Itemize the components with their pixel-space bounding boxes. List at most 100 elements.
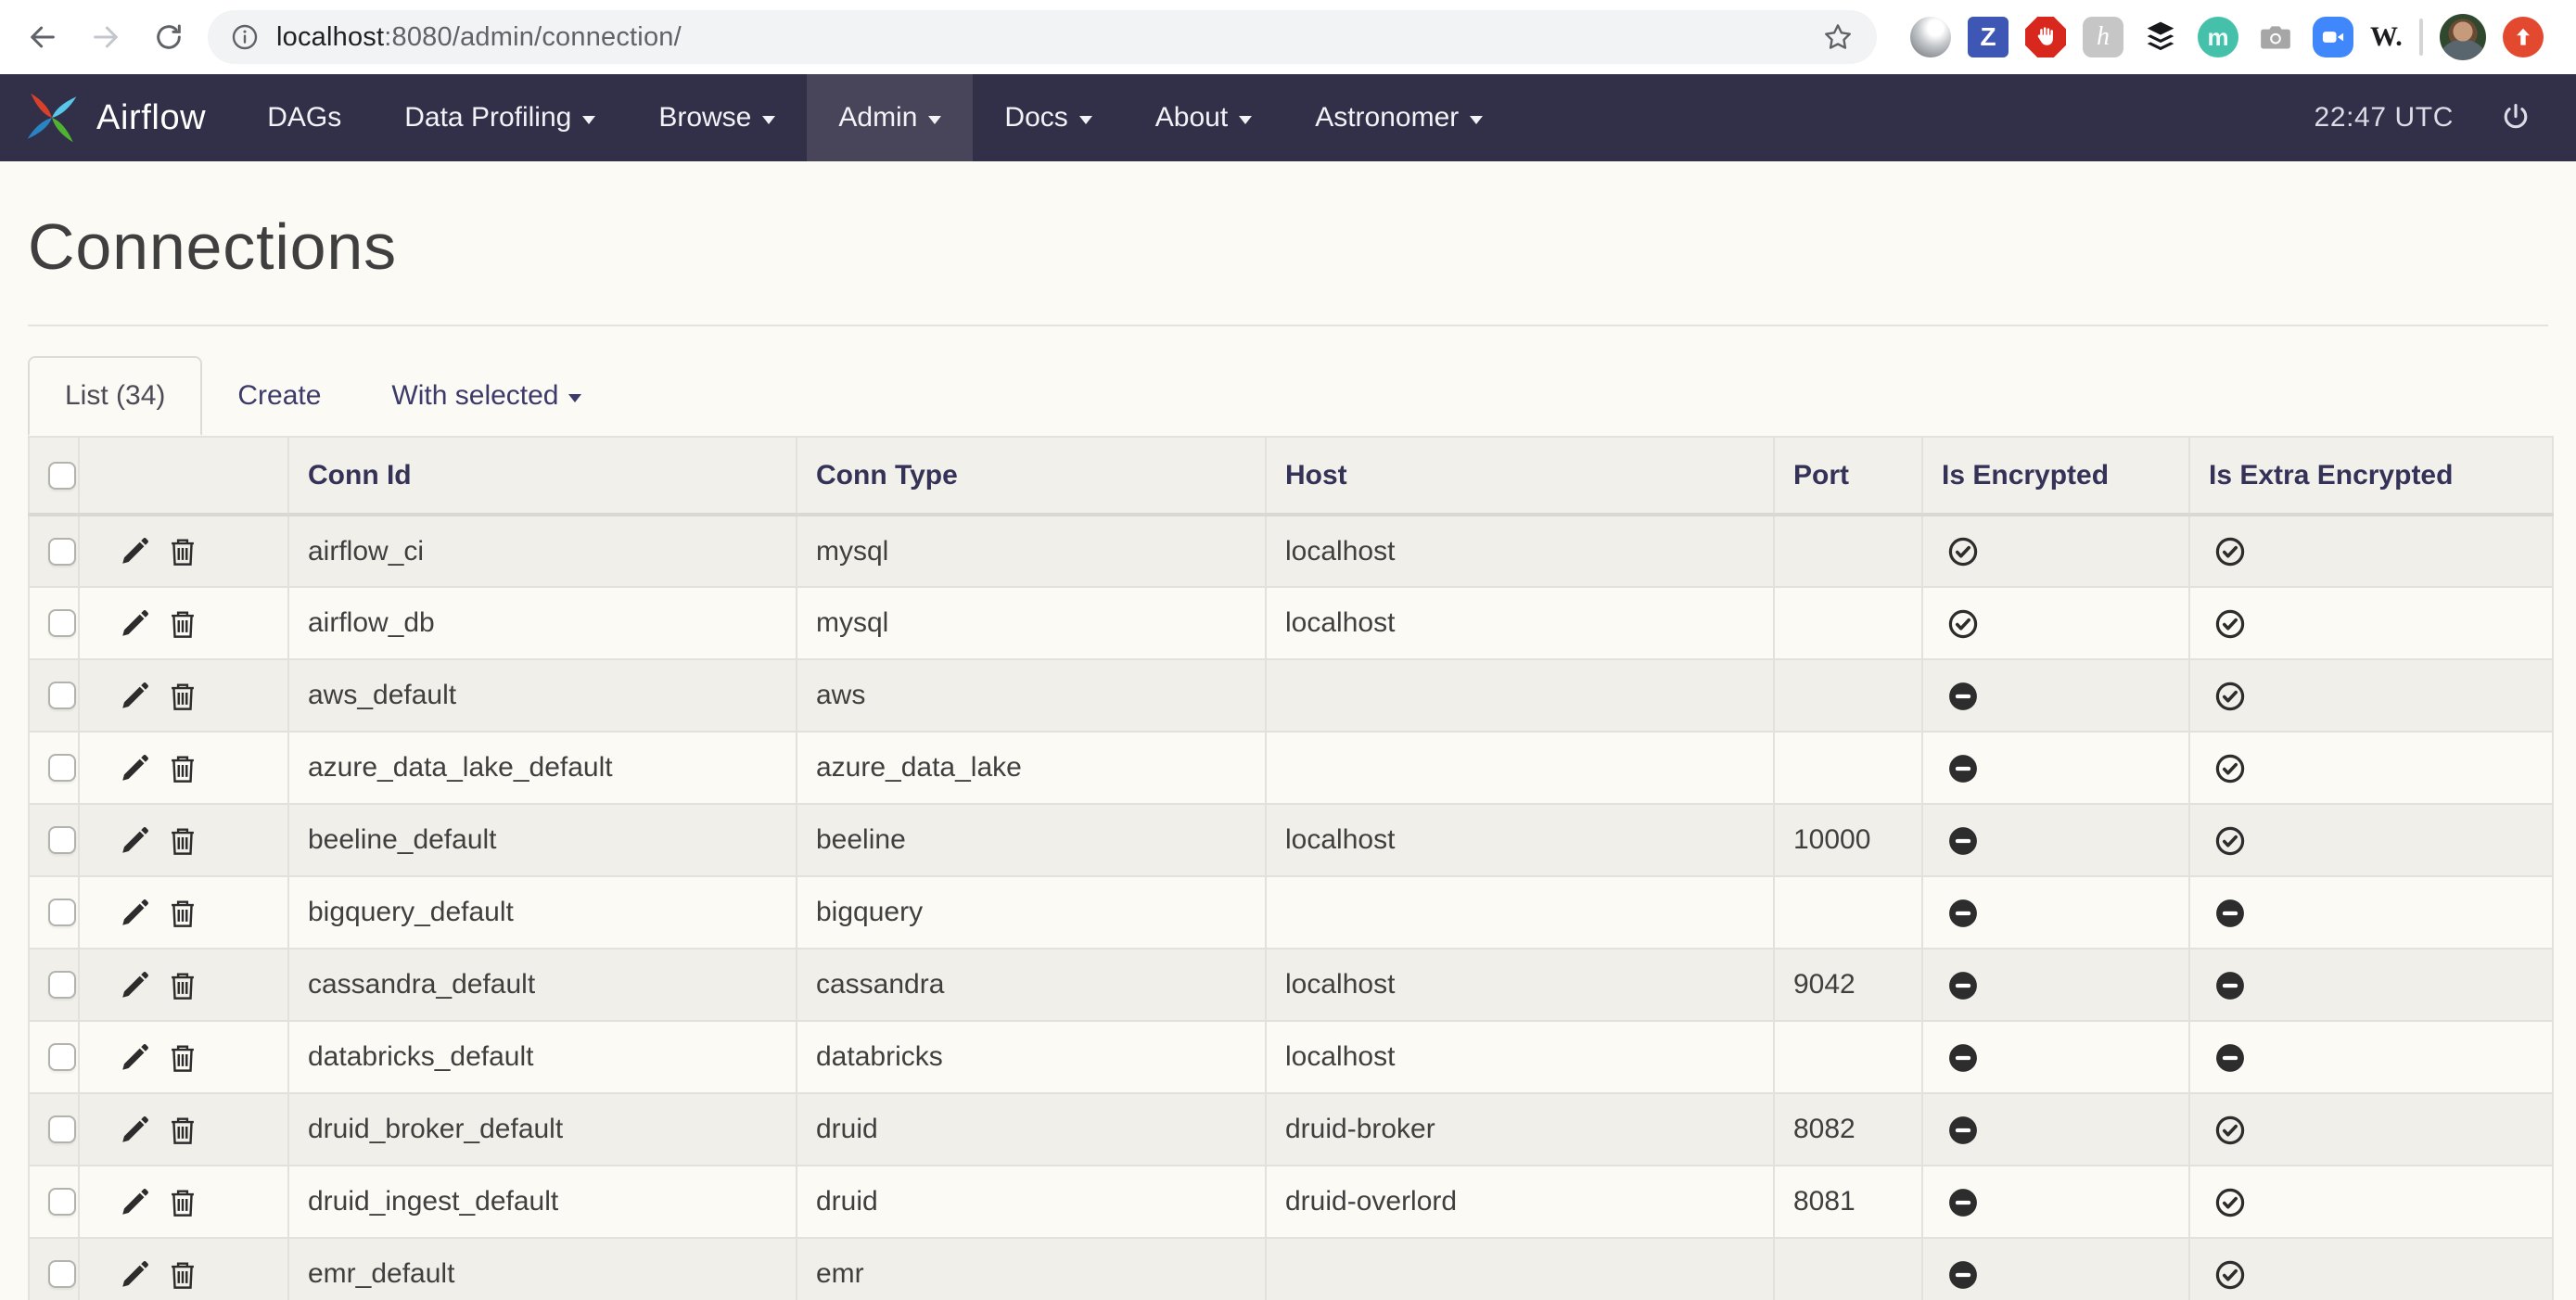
nav-item-about[interactable]: About xyxy=(1124,74,1283,161)
forward-arrow-icon[interactable] xyxy=(82,13,130,61)
row-checkbox[interactable] xyxy=(48,682,76,709)
edit-pencil-icon[interactable] xyxy=(119,753,150,784)
nav-item-dags[interactable]: DAGs xyxy=(236,74,373,161)
stacked-layers-icon[interactable] xyxy=(2140,17,2181,57)
row-checkbox[interactable] xyxy=(48,1260,76,1288)
connections-table: Conn IdConn TypeHostPortIs EncryptedIs E… xyxy=(28,436,2554,1300)
delete-trash-icon[interactable] xyxy=(167,898,198,929)
browser-toolbar: localhost:8080/admin/connection/ Zh m W. xyxy=(0,0,2576,74)
row-checkbox[interactable] xyxy=(48,1115,76,1143)
encrypted-false-cell xyxy=(1922,1021,2189,1093)
delete-trash-icon[interactable] xyxy=(167,1187,198,1218)
back-arrow-icon[interactable] xyxy=(19,13,67,61)
nav-item-astronomer[interactable]: Astronomer xyxy=(1283,74,1514,161)
nav-item-admin[interactable]: Admin xyxy=(807,74,973,161)
delete-trash-icon[interactable] xyxy=(167,1115,198,1146)
nav-item-data-profiling[interactable]: Data Profiling xyxy=(373,74,627,161)
row-checkbox[interactable] xyxy=(48,754,76,782)
delete-trash-icon[interactable] xyxy=(167,681,198,712)
gray-orb-icon[interactable] xyxy=(1910,17,1951,57)
tab-with-selected[interactable]: With selected xyxy=(356,356,616,436)
nav-item-docs[interactable]: Docs xyxy=(973,74,1123,161)
delete-trash-icon[interactable] xyxy=(167,608,198,640)
cell-port xyxy=(1774,659,1922,732)
row-actions-cell xyxy=(79,1238,288,1300)
row-checkbox[interactable] xyxy=(48,538,76,566)
camera-icon[interactable] xyxy=(2255,17,2296,57)
select-all-checkbox[interactable] xyxy=(48,462,76,490)
red-up-arrow-icon[interactable] xyxy=(2503,17,2544,57)
site-info-icon[interactable] xyxy=(230,22,260,52)
toolbar-divider xyxy=(2419,19,2423,56)
cell-port: 8082 xyxy=(1774,1093,1922,1166)
edit-pencil-icon[interactable] xyxy=(119,1115,150,1146)
row-checkbox[interactable] xyxy=(48,826,76,854)
cell-host: localhost xyxy=(1266,1021,1774,1093)
nav-item-browse[interactable]: Browse xyxy=(627,74,807,161)
red-hand-icon[interactable] xyxy=(2025,17,2066,57)
edit-pencil-icon[interactable] xyxy=(119,970,150,1001)
edit-pencil-icon[interactable] xyxy=(119,608,150,640)
column-header-host[interactable]: Host xyxy=(1266,437,1774,515)
check-circle-icon xyxy=(2214,825,2246,857)
row-checkbox-cell xyxy=(29,587,79,659)
delete-trash-icon[interactable] xyxy=(167,1259,198,1291)
column-header-port[interactable]: Port xyxy=(1774,437,1922,515)
edit-pencil-icon[interactable] xyxy=(119,681,150,712)
power-logout-icon[interactable] xyxy=(2500,102,2531,134)
row-actions-cell xyxy=(79,949,288,1021)
row-checkbox[interactable] xyxy=(48,1188,76,1216)
row-checkbox[interactable] xyxy=(48,1043,76,1071)
cell-conn-type: druid xyxy=(797,1166,1266,1238)
table-row-emr_default: emr_defaultemr xyxy=(29,1238,2553,1300)
delete-trash-icon[interactable] xyxy=(167,536,198,567)
delete-trash-icon[interactable] xyxy=(167,970,198,1001)
row-checkbox[interactable] xyxy=(48,899,76,926)
edit-pencil-icon[interactable] xyxy=(119,536,150,567)
gray-h-icon[interactable]: h xyxy=(2083,17,2123,57)
edit-pencil-icon[interactable] xyxy=(119,825,150,857)
column-header-conn-type[interactable]: Conn Type xyxy=(797,437,1266,515)
column-header-conn-id[interactable]: Conn Id xyxy=(288,437,797,515)
row-checkbox[interactable] xyxy=(48,971,76,999)
minus-circle-icon xyxy=(1947,1187,1979,1218)
chevron-down-icon xyxy=(1470,116,1483,124)
cell-host xyxy=(1266,659,1774,732)
nav-item-label: Browse xyxy=(658,102,751,134)
edit-pencil-icon[interactable] xyxy=(119,1042,150,1074)
reload-icon[interactable] xyxy=(145,13,193,61)
chevron-down-icon xyxy=(582,116,595,124)
minus-circle-icon xyxy=(1947,898,1979,929)
table-row-aws_default: aws_defaultaws xyxy=(29,659,2553,732)
delete-trash-icon[interactable] xyxy=(167,825,198,857)
edit-pencil-icon[interactable] xyxy=(119,1259,150,1291)
airflow-brand[interactable]: Airflow xyxy=(0,74,236,161)
edit-pencil-icon[interactable] xyxy=(119,898,150,929)
row-actions-cell xyxy=(79,515,288,587)
edit-pencil-icon[interactable] xyxy=(119,1187,150,1218)
delete-trash-icon[interactable] xyxy=(167,1042,198,1074)
cell-conn-type: emr xyxy=(797,1238,1266,1300)
chevron-down-icon xyxy=(1079,116,1092,124)
w-text-icon[interactable]: W. xyxy=(2370,17,2403,57)
address-bar[interactable]: localhost:8080/admin/connection/ xyxy=(208,10,1877,64)
encrypted-false-cell xyxy=(1922,659,2189,732)
blue-z-icon[interactable]: Z xyxy=(1968,17,2009,57)
encrypted-false-cell xyxy=(1922,1093,2189,1166)
cell-host: druid-overlord xyxy=(1266,1166,1774,1238)
cell-port xyxy=(1774,732,1922,804)
column-header-is-encrypted[interactable]: Is Encrypted xyxy=(1922,437,2189,515)
profile-avatar[interactable] xyxy=(2440,14,2486,60)
cell-host: localhost xyxy=(1266,804,1774,876)
delete-trash-icon[interactable] xyxy=(167,753,198,784)
app-navbar: Airflow DAGsData Profiling Browse AdminDoc… xyxy=(0,74,2576,161)
tab-create[interactable]: Create xyxy=(202,356,356,436)
video-call-icon[interactable] xyxy=(2313,17,2353,57)
tab-list[interactable]: List (34) xyxy=(28,356,202,436)
column-header-is-extra-encrypted[interactable]: Is Extra Encrypted xyxy=(2189,437,2553,515)
url-host: localhost xyxy=(276,22,384,52)
bookmark-star-icon[interactable] xyxy=(1821,20,1855,54)
teal-m-icon[interactable]: m xyxy=(2198,17,2238,57)
row-checkbox[interactable] xyxy=(48,609,76,637)
check-circle-icon xyxy=(2214,1115,2246,1146)
